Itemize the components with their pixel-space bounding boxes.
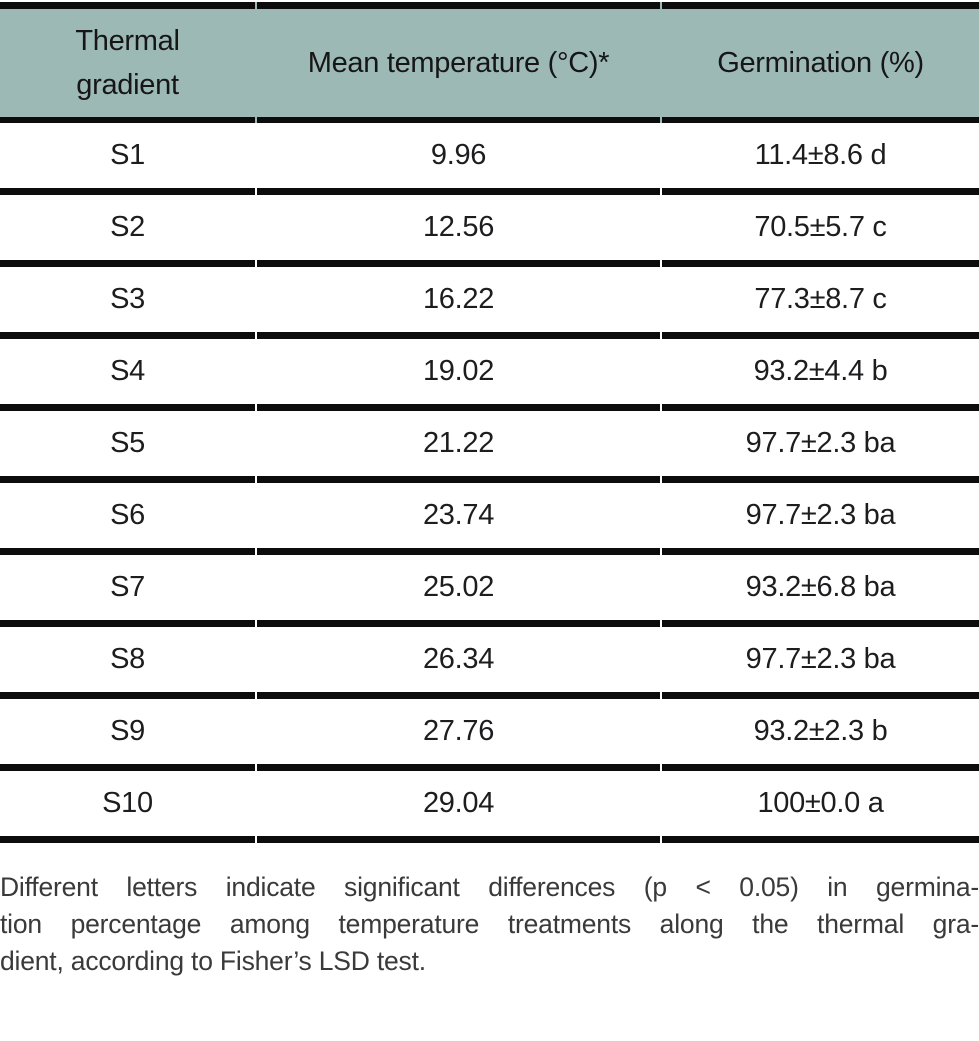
table-row: S5 21.22 97.7±2.3 ba xyxy=(0,411,979,483)
cell-germination: 93.2±2.3 b xyxy=(662,699,979,771)
cell-thermal-gradient: S2 xyxy=(0,195,255,267)
cell-thermal-gradient: S10 xyxy=(0,771,255,843)
header-cell-germination: Germination (%) xyxy=(662,2,979,123)
cell-germination: 100±0.0 a xyxy=(662,771,979,843)
data-table: Thermal gradient Mean temperature (°C)* … xyxy=(0,2,979,843)
table-row: S10 29.04 100±0.0 a xyxy=(0,771,979,843)
cell-thermal-gradient: S7 xyxy=(0,555,255,627)
table-row: S1 9.96 11.4±8.6 d xyxy=(0,123,979,195)
cell-thermal-gradient: S6 xyxy=(0,483,255,555)
cell-mean-temperature: 21.22 xyxy=(257,411,660,483)
header-label-mean-temperature: Mean temperature (°C)* xyxy=(307,47,610,79)
cell-mean-temperature: 26.34 xyxy=(257,627,660,699)
table-footnote: Different letters indicate significant d… xyxy=(0,869,979,980)
cell-germination: 97.7±2.3 ba xyxy=(662,411,979,483)
footnote-line: Different letters indicate significant d… xyxy=(0,872,979,902)
footnote-line: tion percentage among temperature treatm… xyxy=(0,909,979,939)
footnote-line: dient, according to Fisher’s LSD test. xyxy=(0,946,426,976)
cell-mean-temperature: 9.96 xyxy=(257,123,660,195)
cell-mean-temperature: 16.22 xyxy=(257,267,660,339)
cell-germination: 11.4±8.6 d xyxy=(662,123,979,195)
cell-germination: 70.5±5.7 c xyxy=(662,195,979,267)
table-row: S4 19.02 93.2±4.4 b xyxy=(0,339,979,411)
table-row: S7 25.02 93.2±6.8 ba xyxy=(0,555,979,627)
cell-germination: 97.7±2.3 ba xyxy=(662,627,979,699)
cell-mean-temperature: 19.02 xyxy=(257,339,660,411)
cell-thermal-gradient: S5 xyxy=(0,411,255,483)
cell-germination: 93.2±6.8 ba xyxy=(662,555,979,627)
table-row: S9 27.76 93.2±2.3 b xyxy=(0,699,979,771)
header-cell-mean-temperature: Mean temperature (°C)* xyxy=(257,2,660,123)
cell-thermal-gradient: S4 xyxy=(0,339,255,411)
cell-mean-temperature: 29.04 xyxy=(257,771,660,843)
cell-germination: 97.7±2.3 ba xyxy=(662,483,979,555)
cell-thermal-gradient: S9 xyxy=(0,699,255,771)
header-label-germination: Germination (%) xyxy=(717,47,924,79)
cell-thermal-gradient: S3 xyxy=(0,267,255,339)
cell-thermal-gradient: S8 xyxy=(0,627,255,699)
table-header-row: Thermal gradient Mean temperature (°C)* … xyxy=(0,2,979,123)
table-row: S8 26.34 97.7±2.3 ba xyxy=(0,627,979,699)
cell-mean-temperature: 23.74 xyxy=(257,483,660,555)
cell-germination: 77.3±8.7 c xyxy=(662,267,979,339)
table-row: S2 12.56 70.5±5.7 c xyxy=(0,195,979,267)
cell-germination: 93.2±4.4 b xyxy=(662,339,979,411)
cell-mean-temperature: 27.76 xyxy=(257,699,660,771)
table-row: S6 23.74 97.7±2.3 ba xyxy=(0,483,979,555)
cell-mean-temperature: 12.56 xyxy=(257,195,660,267)
table-row: S3 16.22 77.3±8.7 c xyxy=(0,267,979,339)
cell-mean-temperature: 25.02 xyxy=(257,555,660,627)
header-cell-thermal-gradient: Thermal gradient xyxy=(0,2,255,123)
cell-thermal-gradient: S1 xyxy=(0,123,255,195)
header-label-thermal-gradient: Thermal gradient xyxy=(75,25,180,101)
